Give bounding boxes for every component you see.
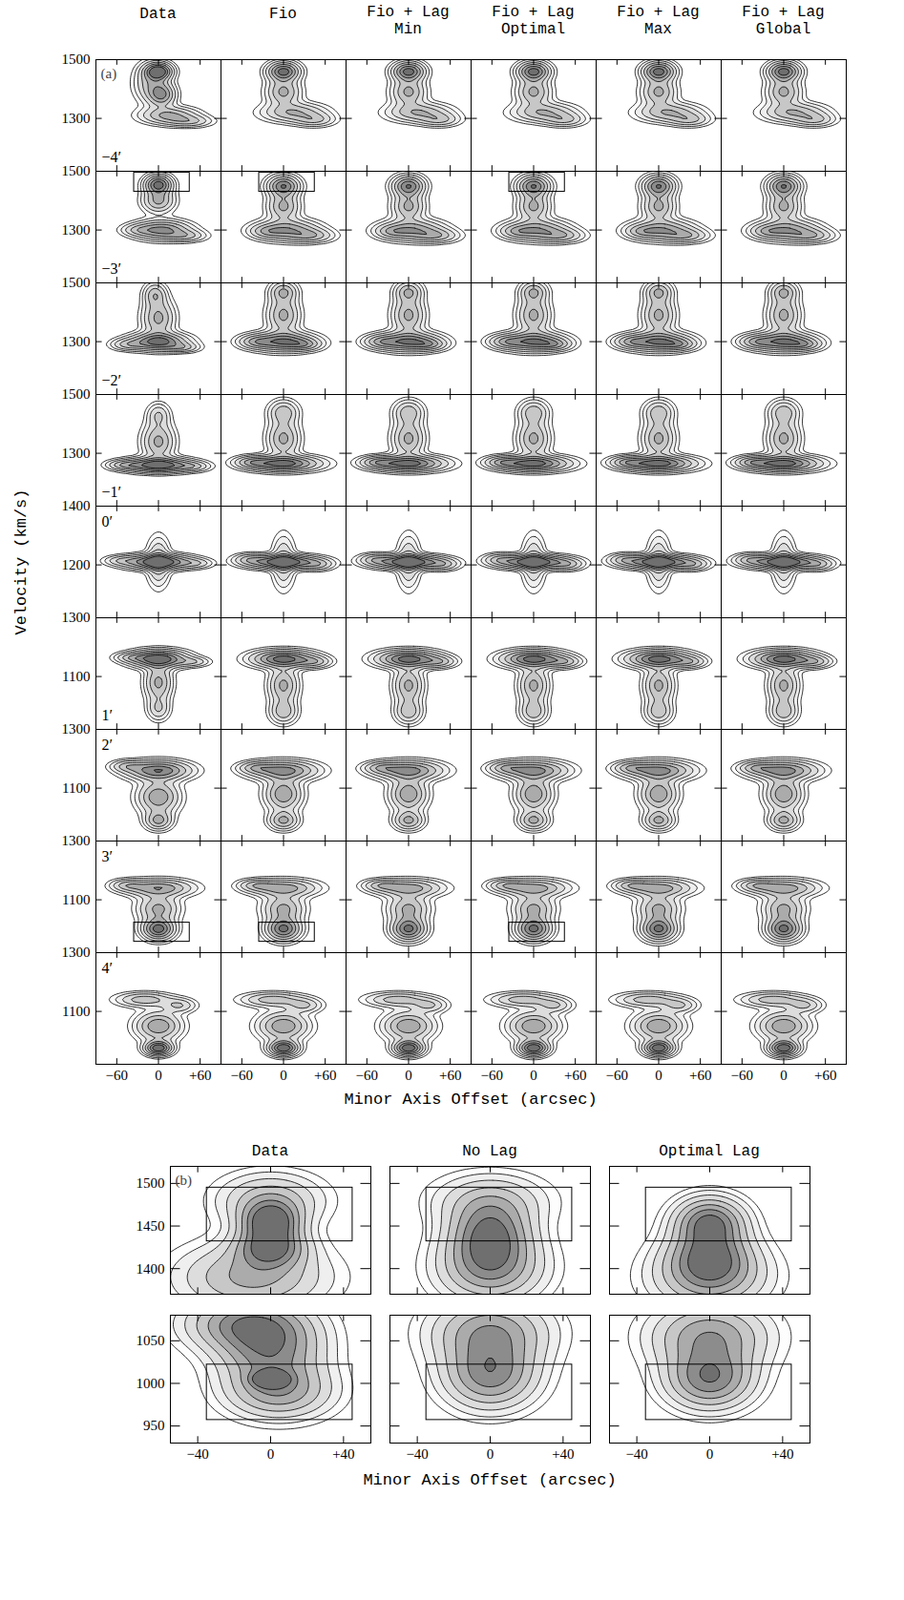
- svg-text:−60: −60: [231, 1068, 253, 1084]
- svg-text:+60: +60: [814, 1068, 837, 1084]
- svg-text:+60: +60: [689, 1068, 712, 1084]
- svg-text:950: 950: [143, 1418, 166, 1434]
- svg-text:−40: −40: [405, 1447, 428, 1463]
- svg-text:0: 0: [279, 1068, 288, 1084]
- svg-text:1000: 1000: [136, 1376, 166, 1392]
- svg-text:1200: 1200: [62, 557, 91, 573]
- html-text:Data: Data: [251, 1143, 289, 1161]
- svg-text:0: 0: [779, 1068, 788, 1084]
- svg-text:1500: 1500: [62, 274, 91, 291]
- html-text:Fio + Lag: Fio + Lag: [616, 3, 700, 22]
- svg-text:−60: −60: [105, 1068, 128, 1084]
- svg-text:1450: 1450: [136, 1219, 166, 1235]
- svg-text:+60: +60: [189, 1068, 211, 1084]
- svg-text:0′: 0′: [102, 513, 114, 530]
- svg-text:3′: 3′: [102, 848, 114, 865]
- html-text:Fio + Lag: Fio + Lag: [366, 3, 450, 22]
- svg-text:2′: 2′: [102, 736, 114, 754]
- svg-text:0: 0: [654, 1068, 663, 1084]
- svg-text:1300: 1300: [62, 110, 91, 127]
- svg-text:+60: +60: [564, 1068, 587, 1084]
- svg-text:−2′: −2′: [102, 372, 123, 389]
- svg-text:−60: −60: [606, 1068, 629, 1084]
- svg-text:4′: 4′: [102, 960, 114, 977]
- svg-text:0: 0: [486, 1447, 495, 1463]
- html-text:Max: Max: [644, 21, 672, 39]
- html-text:Minor Axis Offset (arcsec): Minor Axis Offset (arcsec): [344, 1091, 598, 1110]
- svg-text:−1′: −1′: [102, 483, 123, 501]
- html-text:Velocity (km/s): Velocity (km/s): [11, 488, 31, 635]
- svg-text:1300: 1300: [62, 833, 91, 849]
- svg-text:1500: 1500: [62, 163, 91, 179]
- html-text:Optimal: Optimal: [501, 21, 566, 39]
- svg-text:0: 0: [706, 1447, 715, 1463]
- svg-text:1500: 1500: [136, 1176, 166, 1192]
- svg-text:−60: −60: [731, 1068, 754, 1084]
- svg-text:1′: 1′: [102, 707, 114, 724]
- svg-text:1300: 1300: [62, 445, 91, 462]
- svg-text:1500: 1500: [62, 386, 91, 402]
- html-text:No Lag: No Lag: [462, 1143, 518, 1161]
- svg-text:1100: 1100: [62, 892, 90, 908]
- svg-text:−60: −60: [481, 1068, 504, 1084]
- html-text:Fio + Lag: Fio + Lag: [742, 3, 825, 22]
- svg-text:−40: −40: [625, 1447, 648, 1463]
- svg-text:−60: −60: [356, 1068, 379, 1084]
- svg-text:1300: 1300: [62, 721, 91, 737]
- svg-text:1100: 1100: [62, 669, 90, 685]
- svg-text:−4′: −4′: [102, 148, 123, 166]
- svg-text:1300: 1300: [62, 945, 91, 961]
- html-text:Minor Axis Offset (arcsec): Minor Axis Offset (arcsec): [363, 1471, 617, 1491]
- html-text:Data: Data: [139, 5, 177, 23]
- svg-text:0: 0: [267, 1447, 275, 1463]
- svg-text:0: 0: [529, 1068, 538, 1084]
- svg-text:0: 0: [404, 1068, 413, 1084]
- svg-text:+40: +40: [771, 1447, 794, 1463]
- svg-text:+60: +60: [439, 1068, 462, 1084]
- svg-text:1300: 1300: [62, 334, 91, 350]
- svg-text:1050: 1050: [136, 1333, 166, 1349]
- svg-text:1300: 1300: [62, 222, 91, 238]
- svg-text:1300: 1300: [62, 609, 91, 626]
- svg-text:1500: 1500: [62, 51, 91, 67]
- svg-text:+60: +60: [314, 1068, 337, 1084]
- svg-text:−3′: −3′: [102, 260, 123, 277]
- svg-text:+40: +40: [332, 1447, 355, 1463]
- svg-text:1400: 1400: [136, 1261, 166, 1278]
- svg-text:−40: −40: [186, 1447, 209, 1463]
- svg-text:(b): (b): [175, 1173, 193, 1190]
- svg-text:+40: +40: [551, 1447, 574, 1463]
- svg-text:1100: 1100: [62, 780, 90, 797]
- svg-text:(a): (a): [101, 65, 118, 83]
- svg-text:1100: 1100: [62, 1004, 90, 1020]
- svg-text:0: 0: [154, 1068, 163, 1084]
- svg-text:1400: 1400: [62, 498, 91, 514]
- html-text:Fio + Lag: Fio + Lag: [491, 3, 575, 22]
- html-text:Fio: Fio: [269, 5, 297, 23]
- html-text:Optimal Lag: Optimal Lag: [658, 1143, 760, 1161]
- html-text:Global: Global: [755, 21, 811, 39]
- html-text:Min: Min: [394, 21, 422, 39]
